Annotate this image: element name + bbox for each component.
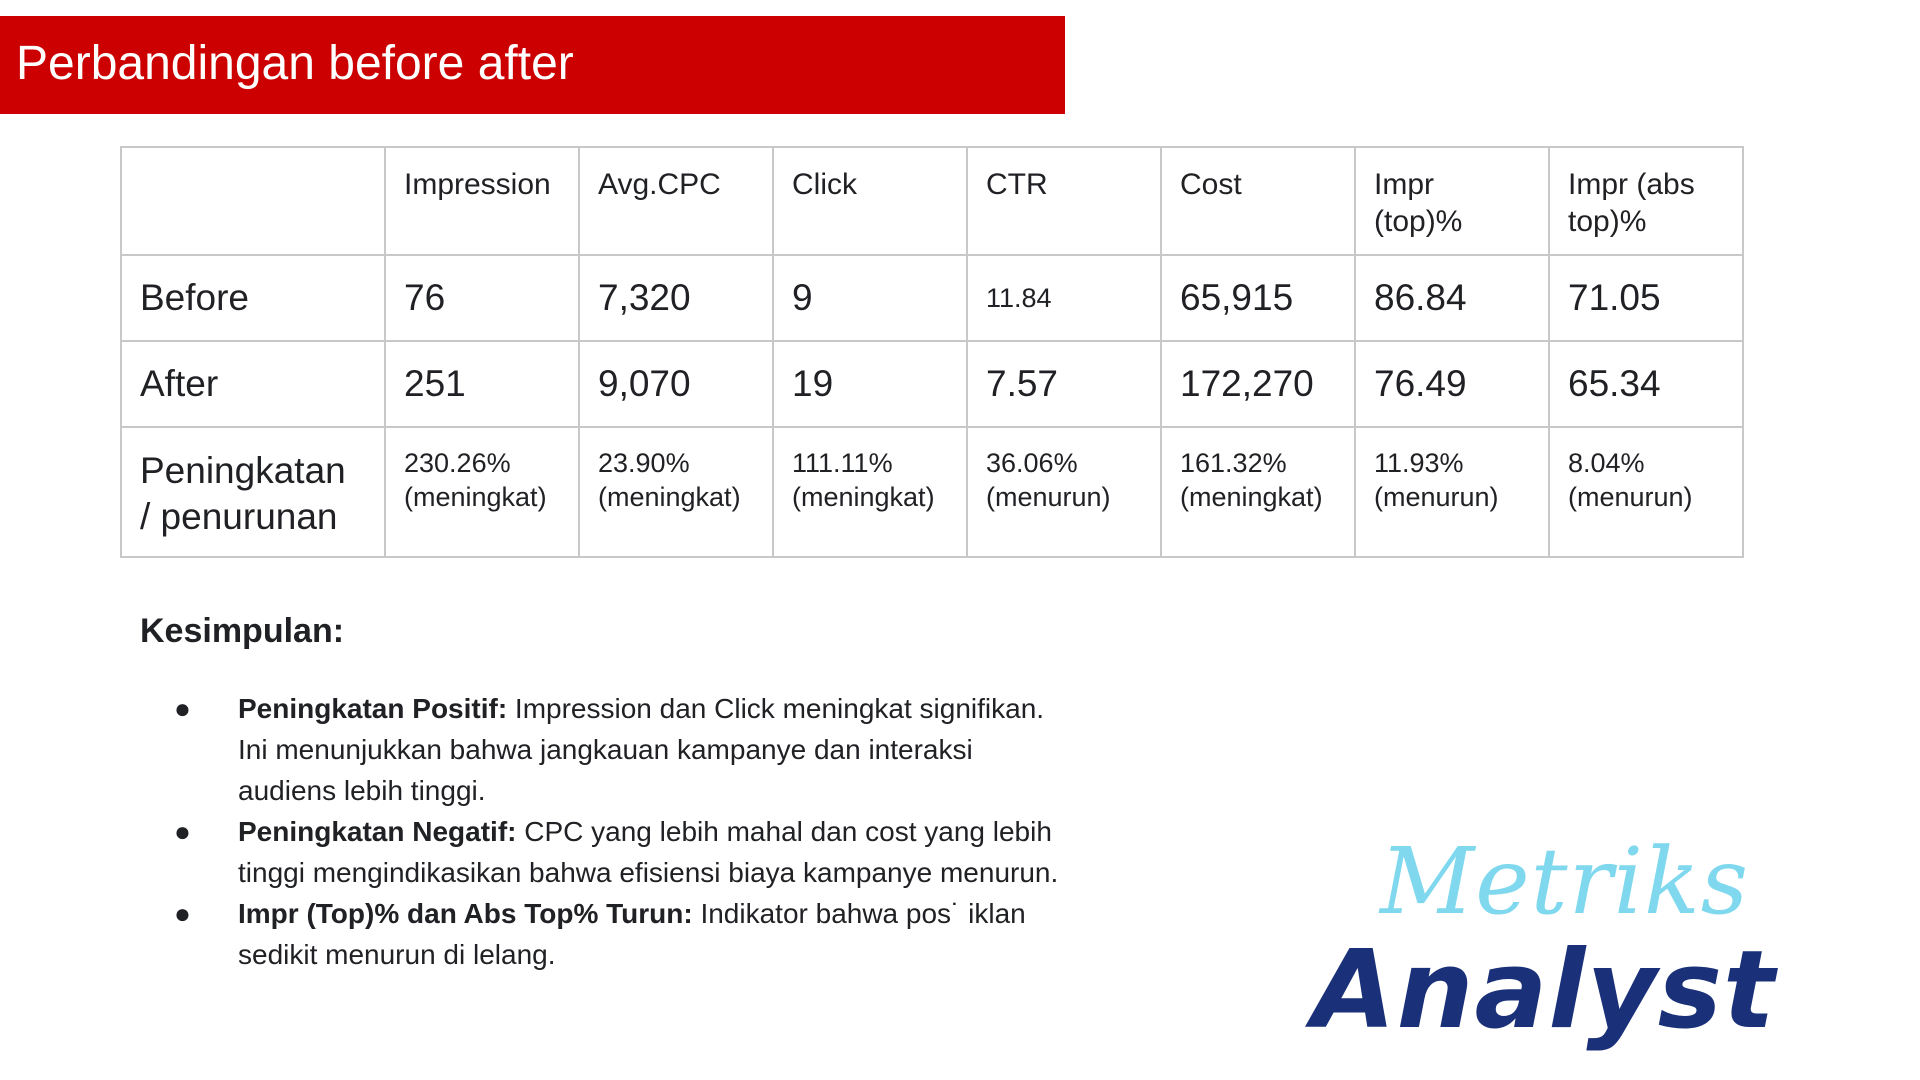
list-item: ● Peningkatan Positif: Impression dan Cl… xyxy=(168,688,1068,811)
change-percent: 230.26% xyxy=(404,448,511,478)
page-title: Perbandingan before after xyxy=(16,37,574,90)
table-header-cell: Impression xyxy=(384,146,580,256)
item-title: Peningkatan Negatif: xyxy=(238,816,517,847)
table-header-cell: Impr (top)% xyxy=(1354,146,1550,256)
change-cell: 230.26% (meningkat) xyxy=(384,426,580,558)
bullet-icon: ● xyxy=(174,693,191,724)
table-cell: 65,915 xyxy=(1160,254,1356,342)
row-label-change: Peningkatan / penurunan xyxy=(120,426,386,558)
table-row: Peningkatan / penurunan 230.26% (meningka… xyxy=(120,426,1744,558)
change-percent: 111.11% xyxy=(792,448,893,478)
change-cell: 161.32% (meningkat) xyxy=(1160,426,1356,558)
table-cell: 71.05 xyxy=(1548,254,1744,342)
table-cell: 172,270 xyxy=(1160,340,1356,428)
item-text: Impression dan Click meningkat signifika… xyxy=(238,693,1045,806)
row-label-before: Before xyxy=(120,254,386,342)
item-title: Impr (Top)% dan Abs Top% Turun: xyxy=(238,898,693,929)
table-header-cell: Click xyxy=(772,146,968,256)
table-cell: 19 xyxy=(772,340,968,428)
table-cell: 251 xyxy=(384,340,580,428)
change-direction: (meningkat) xyxy=(598,482,741,512)
table-row: Before 76 7,320 9 11.84 65,915 86.84 71.… xyxy=(120,254,1744,342)
conclusion-heading: Kesimpulan: xyxy=(140,612,345,650)
list-item: ● Impr (Top)% dan Abs Top% Turun: Indika… xyxy=(168,893,1068,975)
change-direction: (menurun) xyxy=(1374,482,1499,512)
table-cell: 9,070 xyxy=(578,340,774,428)
table-cell: 9 xyxy=(772,254,968,342)
conclusion-list: ● Peningkatan Positif: Impression dan Cl… xyxy=(168,688,1068,975)
table-header-cell: Impr (abs top)% xyxy=(1548,146,1744,256)
table-cell: 11.84 xyxy=(966,254,1162,342)
comparison-table: Impression Avg.CPC Click CTR Cost Impr (… xyxy=(120,146,1744,558)
change-direction: (meningkat) xyxy=(404,482,547,512)
change-percent: 11.93% xyxy=(1374,448,1464,478)
change-cell: 36.06% (menurun) xyxy=(966,426,1162,558)
change-cell: 8.04% (menurun) xyxy=(1548,426,1744,558)
row-label-after: After xyxy=(120,340,386,428)
bullet-icon: ● xyxy=(174,816,191,847)
table-cell: 65.34 xyxy=(1548,340,1744,428)
change-percent: 36.06% xyxy=(986,448,1078,478)
change-direction: (meningkat) xyxy=(1180,482,1323,512)
change-cell: 11.93% (menurun) xyxy=(1354,426,1550,558)
brand-logo: Metriks Analyst xyxy=(1300,828,1780,1068)
table-cell: 7.57 xyxy=(966,340,1162,428)
change-percent: 8.04% xyxy=(1568,448,1645,478)
bullet-icon: ● xyxy=(174,898,191,929)
item-text: CPC yang lebih mahal dan cost yang lebih… xyxy=(238,816,1059,888)
change-cell: 23.90% (meningkat) xyxy=(578,426,774,558)
list-item: ● Peningkatan Negatif: CPC yang lebih ma… xyxy=(168,811,1068,893)
change-direction: (menurun) xyxy=(986,482,1111,512)
table-header-cell: CTR xyxy=(966,146,1162,256)
table-cell: 86.84 xyxy=(1354,254,1550,342)
change-percent: 161.32% xyxy=(1180,448,1287,478)
logo-line-analyst: Analyst xyxy=(1312,928,1776,1053)
change-percent: 23.90% xyxy=(598,448,690,478)
title-bar: Perbandingan before after xyxy=(0,16,1065,114)
table-cell: 7,320 xyxy=(578,254,774,342)
table-header-cell xyxy=(120,146,386,256)
logo-line-metriks: Metriks xyxy=(1380,828,1749,935)
table-cell: 76 xyxy=(384,254,580,342)
table-cell: 76.49 xyxy=(1354,340,1550,428)
table-header-row: Impression Avg.CPC Click CTR Cost Impr (… xyxy=(120,146,1744,256)
change-cell: 111.11% (meningkat) xyxy=(772,426,968,558)
change-direction: (menurun) xyxy=(1568,482,1693,512)
change-direction: (meningkat) xyxy=(792,482,935,512)
table-header-cell: Avg.CPC xyxy=(578,146,774,256)
table-header-cell: Cost xyxy=(1160,146,1356,256)
table-row: After 251 9,070 19 7.57 172,270 76.49 65… xyxy=(120,340,1744,428)
item-text: Indikator bahwa pos˙ iklan sedikit menur… xyxy=(238,898,1026,970)
item-title: Peningkatan Positif: xyxy=(238,693,508,724)
